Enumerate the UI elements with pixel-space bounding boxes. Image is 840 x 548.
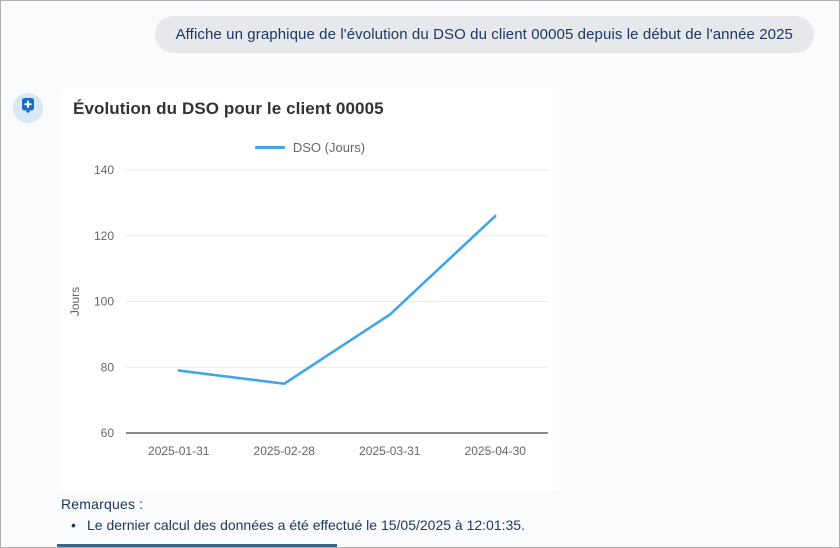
svg-text:60: 60 <box>101 426 115 440</box>
cutoff-element-top <box>57 544 337 547</box>
svg-text:120: 120 <box>94 229 114 243</box>
remarks-heading: Remarques : <box>61 496 144 512</box>
assistant-avatar <box>13 93 43 123</box>
plus-badge-icon <box>20 97 36 119</box>
remarks-block: Remarques : Le dernier calcul des donnée… <box>61 496 525 534</box>
chart-title: Évolution du DSO pour le client 00005 <box>73 99 384 118</box>
remarks-list: Le dernier calcul des données a été effe… <box>61 516 525 534</box>
svg-text:80: 80 <box>101 360 115 374</box>
chart-card: Évolution du DSO pour le client 00005 DS… <box>61 89 559 491</box>
user-message-text: Affiche un graphique de l'évolution du D… <box>175 26 793 43</box>
svg-text:Jours: Jours <box>68 287 82 316</box>
svg-text:140: 140 <box>94 163 114 177</box>
svg-text:100: 100 <box>94 295 114 309</box>
svg-text:2025-02-28: 2025-02-28 <box>254 444 316 458</box>
legend-label: DSO (Jours) <box>292 140 366 155</box>
svg-text:2025-03-31: 2025-03-31 <box>359 444 421 458</box>
legend-item-dso[interactable]: DSO (Jours) <box>254 140 366 155</box>
remarks-item: Le dernier calcul des données a été effe… <box>61 516 525 534</box>
legend-line-marker <box>254 146 285 149</box>
user-message-bubble: Affiche un graphique de l'évolution du D… <box>154 16 814 53</box>
svg-text:2025-04-30: 2025-04-30 <box>465 444 527 458</box>
svg-text:2025-01-31: 2025-01-31 <box>148 444 210 458</box>
chart-legend: DSO (Jours) <box>61 140 559 155</box>
chart-canvas[interactable]: 60 80 100 120 140 2025-01-31 2025-02-28 2025-03… <box>61 159 559 479</box>
